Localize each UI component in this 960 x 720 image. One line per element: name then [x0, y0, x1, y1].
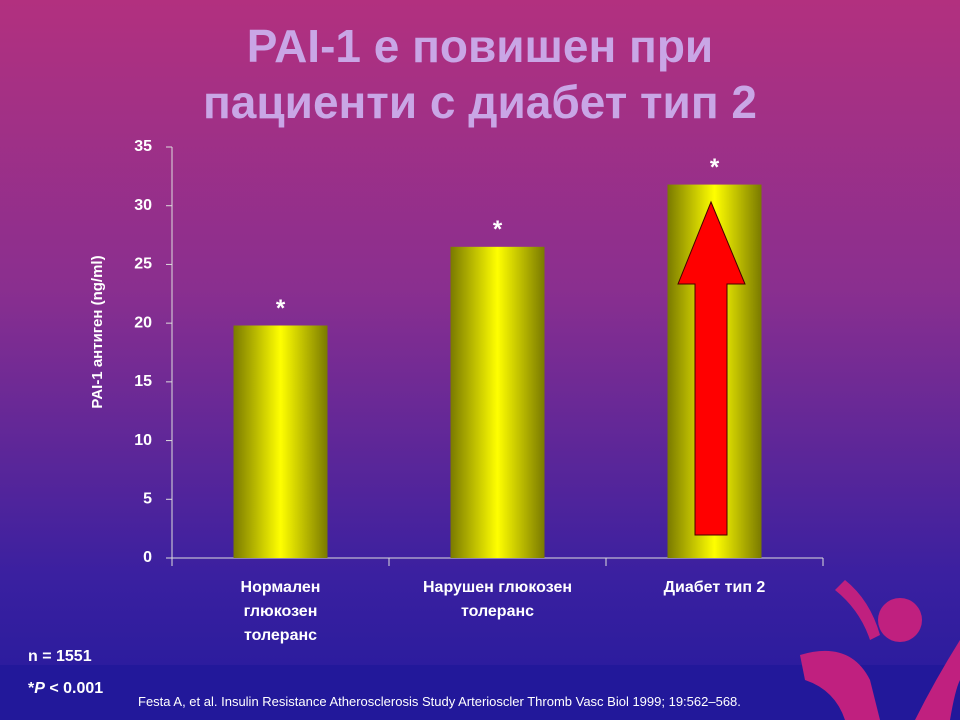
logo	[800, 580, 960, 720]
x-tick-label: Нормален глюкозен толеранс	[240, 579, 321, 644]
x-tick-label: Диабет тип 2	[663, 579, 766, 596]
y-tick-label: 35	[134, 138, 152, 155]
chart-title: PAI-1 е повишен при	[247, 20, 713, 72]
arrow	[677, 200, 746, 536]
bar-annotation: *	[710, 154, 720, 181]
bar-annotation: *	[493, 216, 503, 243]
y-tick-label: 25	[134, 256, 152, 273]
footnote-p-text: P	[34, 680, 45, 697]
bar-annotation: *	[276, 295, 286, 322]
y-tick-label: 20	[134, 314, 152, 331]
bar	[233, 325, 328, 558]
footnote-p-text: *	[28, 680, 35, 697]
x-tick-label: Нарушен глюкозен толеранс	[422, 579, 572, 620]
y-axis-label: PAI-1 антиген (ng/ml)	[89, 255, 106, 408]
citation: Festa A, et al. Insulin Resistance Ather…	[138, 694, 741, 709]
y-tick-label: 10	[134, 432, 152, 449]
chart-title: пациенти с диабет тип 2	[203, 76, 757, 128]
footer-band	[0, 665, 960, 720]
y-tick-label: 0	[143, 549, 152, 566]
y-tick-label: 5	[143, 491, 152, 508]
footnote-p-text: < 0.001	[44, 680, 104, 697]
y-tick-label: 30	[134, 197, 152, 214]
footnote-n: n = 1551	[28, 648, 92, 665]
footnote-p: *P < 0.001	[28, 680, 103, 698]
y-tick-label: 15	[134, 373, 152, 390]
bar	[450, 246, 545, 559]
